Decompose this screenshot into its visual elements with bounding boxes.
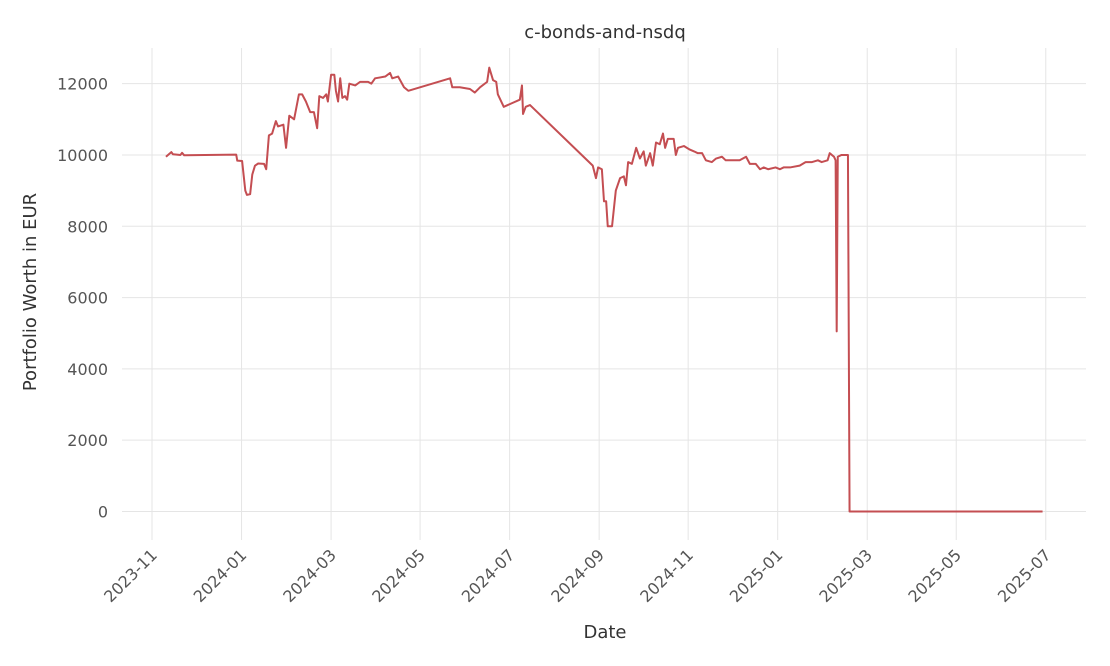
x-axis-label: Date xyxy=(583,622,626,643)
y-tick-label: 10000 xyxy=(57,146,108,165)
y-tick-label: 12000 xyxy=(57,75,108,94)
line xyxy=(165,66,1043,513)
y-tick-label: 2000 xyxy=(67,431,108,450)
x-tick-label: 2025-07 xyxy=(994,545,1055,606)
y-tick-label: 6000 xyxy=(67,289,108,308)
x-tick-label: 2024-05 xyxy=(368,545,429,606)
x-tick-label: 2025-01 xyxy=(726,545,787,606)
x-tick-label: 2024-03 xyxy=(279,545,340,606)
x-tick-label: 2025-05 xyxy=(904,545,965,606)
x-tick-label: 2024-11 xyxy=(636,545,697,606)
x-tick-label: 2024-07 xyxy=(458,545,519,606)
x-tick-label: 2024-01 xyxy=(190,545,251,606)
x-tick-label: 2024-09 xyxy=(547,545,608,606)
y-tick-label: 4000 xyxy=(67,360,108,379)
x-tick-label: 2025-03 xyxy=(815,545,876,606)
y-tick-label: 8000 xyxy=(67,217,108,236)
x-tick-label: 2023-11 xyxy=(100,545,161,606)
chart-title: c-bonds-and-nsdq xyxy=(524,22,686,43)
y-axis-label: Portfolio Worth in EUR xyxy=(20,193,41,391)
y-tick-label: 0 xyxy=(98,502,108,521)
